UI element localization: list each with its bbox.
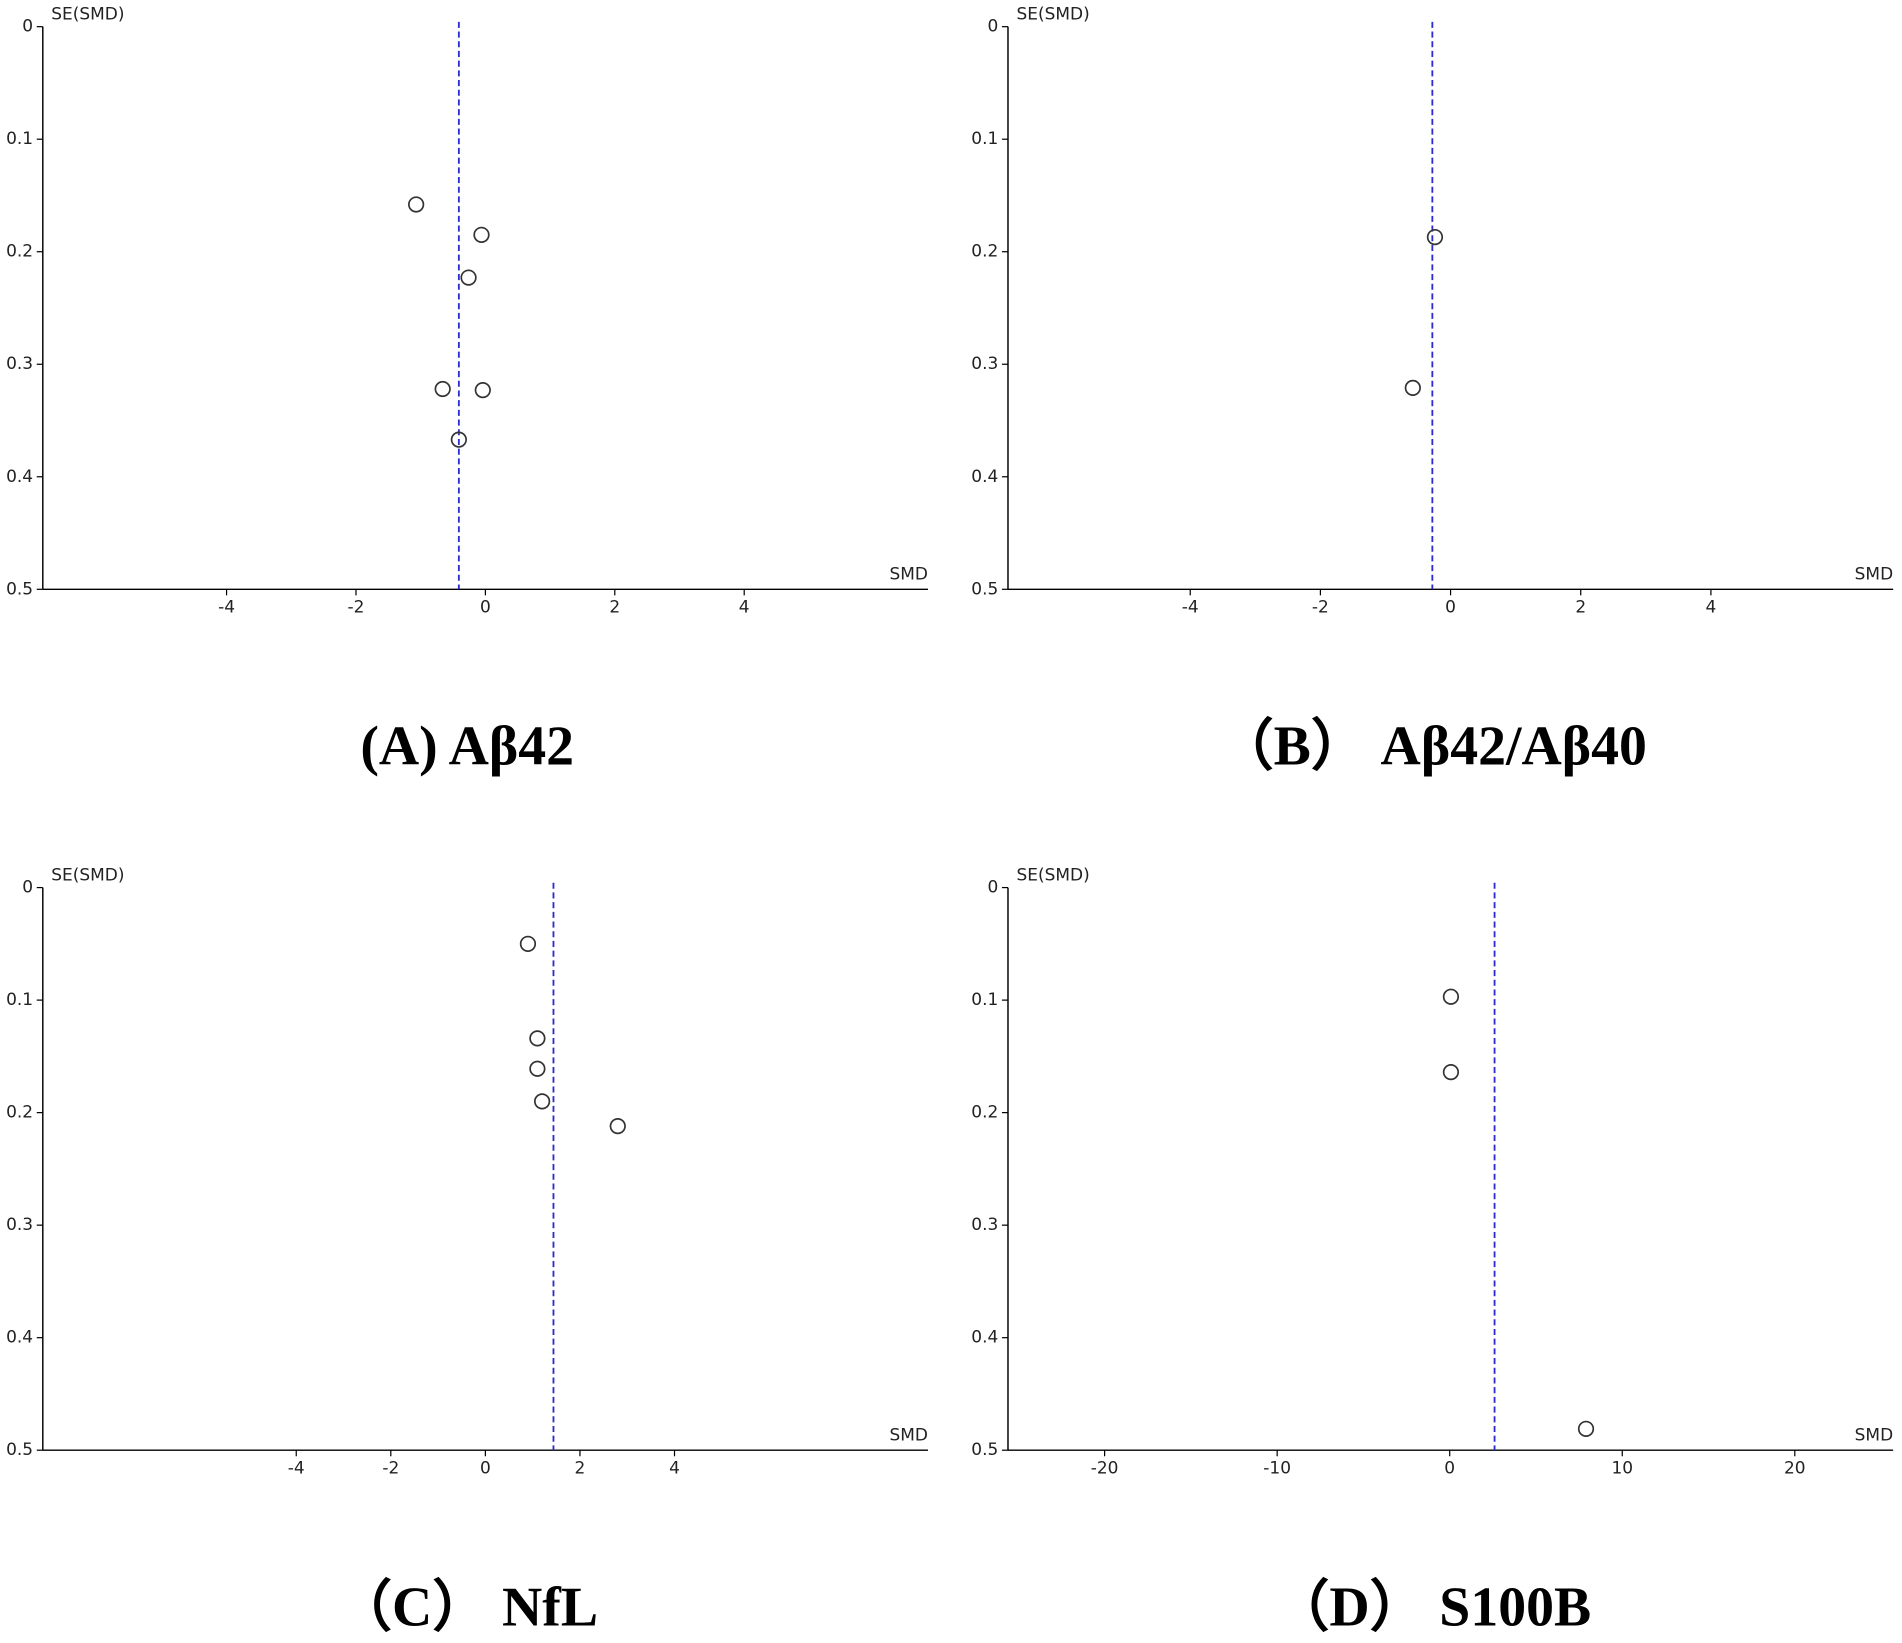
y-tick-label: 0.3 — [971, 1215, 998, 1235]
y-tick-label: 0.1 — [6, 990, 33, 1010]
point — [519, 935, 537, 952]
x-tick-label: 2 — [1575, 597, 1586, 617]
y-tick-label: 0.4 — [6, 1328, 33, 1348]
point — [460, 269, 477, 286]
y-tick-label: 0.3 — [6, 1215, 33, 1235]
point — [1442, 988, 1460, 1005]
point — [609, 1118, 626, 1135]
x-tick-label: 0 — [480, 1458, 491, 1478]
x-axis-label: SMD — [1855, 1426, 1893, 1446]
y-tick-label: 0.1 — [971, 129, 998, 149]
panel-caption: （C） NfL — [336, 1575, 598, 1638]
point — [434, 380, 451, 398]
y-tick-label: 0.3 — [971, 354, 998, 374]
point — [450, 431, 467, 448]
x-axis-label: SMD — [1855, 565, 1893, 585]
y-tick-label: 0.2 — [971, 242, 998, 262]
y-tick-label: 0 — [22, 17, 33, 37]
y-tick-label: 0.1 — [971, 990, 998, 1010]
y-tick-label: 0.2 — [6, 1103, 33, 1123]
y-tick-label: 0 — [987, 878, 998, 898]
point — [1426, 228, 1444, 246]
x-tick-label: 20 — [1784, 1458, 1806, 1478]
panel-caption: （D） S100B — [1274, 1575, 1592, 1638]
y-axis-label: SE(SMD) — [51, 865, 124, 885]
x-tick-label: 4 — [669, 1458, 680, 1478]
y-tick-label: 0 — [22, 878, 33, 898]
y-tick-label: 0.4 — [971, 467, 998, 487]
y-tick-label: 0.1 — [6, 129, 33, 149]
point — [474, 382, 491, 399]
x-tick-label: -2 — [348, 597, 365, 617]
y-axis-label: SE(SMD) — [1016, 5, 1089, 25]
panel-caption: (A) Aβ42 — [360, 716, 574, 778]
y-tick-label: 0.4 — [971, 1328, 998, 1348]
x-tick-label: -4 — [218, 597, 235, 617]
point — [1404, 379, 1421, 397]
x-tick-label: 10 — [1611, 1458, 1633, 1478]
x-tick-label: 4 — [1706, 597, 1717, 617]
y-axis-label: SE(SMD) — [1016, 865, 1089, 885]
point — [473, 226, 490, 243]
y-tick-label: 0.5 — [6, 579, 33, 599]
point — [529, 1030, 546, 1047]
x-tick-label: 0 — [1444, 1458, 1455, 1478]
x-tick-label: -10 — [1263, 1458, 1291, 1478]
y-tick-label: 0.3 — [6, 354, 33, 374]
point — [408, 196, 425, 213]
point — [529, 1060, 546, 1077]
x-tick-label: 0 — [1445, 597, 1456, 617]
x-tick-label: -2 — [382, 1458, 399, 1478]
y-tick-label: 0.2 — [6, 242, 33, 262]
x-tick-label: 0 — [480, 597, 491, 617]
y-tick-label: 0.5 — [971, 579, 998, 599]
point — [1442, 1063, 1460, 1081]
y-tick-label: 0.2 — [971, 1103, 998, 1123]
y-tick-label: 0 — [987, 17, 998, 37]
x-tick-label: 2 — [575, 1458, 586, 1478]
y-tick-label: 0.5 — [971, 1440, 998, 1460]
panel-caption: （B） Aβ42/Aβ40 — [1218, 715, 1647, 778]
x-tick-label: -2 — [1312, 597, 1329, 617]
x-tick-label: 4 — [739, 597, 750, 617]
x-axis-label: SMD — [889, 1426, 927, 1446]
x-tick-label: 2 — [609, 597, 620, 617]
y-axis-label: SE(SMD) — [51, 5, 124, 25]
x-tick-label: -4 — [1182, 597, 1199, 617]
y-tick-label: 0.5 — [6, 1440, 33, 1460]
x-axis-label: SMD — [889, 565, 927, 585]
x-tick-label: -20 — [1091, 1458, 1119, 1478]
point — [533, 1093, 551, 1110]
x-tick-label: -4 — [288, 1458, 305, 1478]
point — [1577, 1420, 1595, 1437]
y-tick-label: 0.4 — [6, 467, 33, 487]
